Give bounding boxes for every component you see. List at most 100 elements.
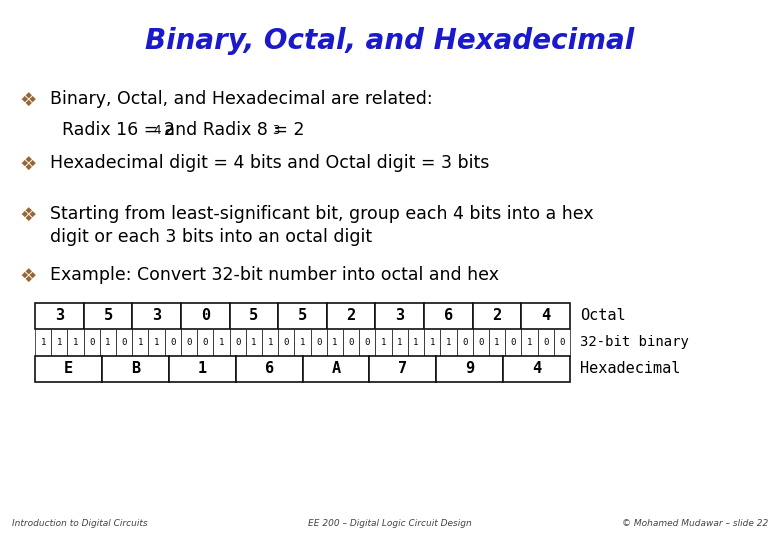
Text: B: B	[131, 361, 140, 376]
Bar	[35, 329, 51, 356]
Bar	[327, 329, 343, 356]
Text: 0: 0	[170, 338, 176, 347]
Text: 1: 1	[57, 338, 62, 347]
Text: Introduction to Digital Circuits: Introduction to Digital Circuits	[12, 519, 147, 528]
Bar	[456, 329, 473, 356]
Bar	[229, 329, 246, 356]
Text: 7: 7	[399, 361, 407, 376]
Text: 0: 0	[122, 338, 127, 347]
Text: 5: 5	[298, 308, 307, 323]
Text: Hexadecimal: Hexadecimal	[580, 361, 680, 376]
Text: 0: 0	[511, 338, 516, 347]
Text: ❖: ❖	[20, 155, 37, 174]
Text: 0: 0	[365, 338, 370, 347]
Bar	[554, 329, 570, 356]
Text: 4: 4	[541, 308, 550, 323]
Text: 1: 1	[413, 338, 419, 347]
Bar	[392, 329, 408, 356]
Text: 6: 6	[264, 361, 274, 376]
Text: 3: 3	[55, 308, 64, 323]
Text: 2: 2	[492, 308, 502, 323]
Text: A: A	[332, 361, 341, 376]
Text: 1: 1	[332, 338, 338, 347]
Bar	[278, 329, 294, 356]
Bar	[370, 356, 436, 382]
Text: 1: 1	[381, 338, 386, 347]
Text: 0: 0	[203, 338, 208, 347]
Text: ❖: ❖	[20, 91, 37, 110]
Text: 0: 0	[284, 338, 289, 347]
Text: 0: 0	[462, 338, 467, 347]
Bar	[229, 302, 278, 329]
Bar	[83, 329, 100, 356]
Text: Example: Convert 32-bit number into octal and hex: Example: Convert 32-bit number into octa…	[50, 266, 499, 284]
Text: 2: 2	[346, 308, 356, 323]
Bar	[35, 302, 83, 329]
Text: 0: 0	[349, 338, 354, 347]
Bar	[102, 356, 168, 382]
Bar	[343, 329, 360, 356]
Text: 32-bit binary: 32-bit binary	[580, 335, 689, 349]
Text: 1: 1	[154, 338, 159, 347]
Bar	[489, 329, 505, 356]
Bar	[116, 329, 133, 356]
Text: 1: 1	[138, 338, 143, 347]
Bar	[181, 329, 197, 356]
Text: 1: 1	[397, 338, 402, 347]
Bar	[51, 329, 67, 356]
Text: Starting from least-significant bit, group each 4 bits into a hex
digit or each : Starting from least-significant bit, gro…	[50, 205, 594, 246]
Text: 0: 0	[235, 338, 240, 347]
Bar	[424, 302, 473, 329]
Bar	[303, 356, 370, 382]
Text: 0: 0	[559, 338, 565, 347]
Text: 1: 1	[251, 338, 257, 347]
Text: EE 200 – Digital Logic Circuit Design: EE 200 – Digital Logic Circuit Design	[308, 519, 472, 528]
Bar	[236, 356, 303, 382]
Text: ❖: ❖	[20, 206, 37, 225]
Bar	[165, 329, 181, 356]
Text: 1: 1	[526, 338, 532, 347]
Text: 0: 0	[89, 338, 94, 347]
Bar	[375, 329, 392, 356]
Text: 3: 3	[152, 308, 161, 323]
Text: 4: 4	[532, 361, 541, 376]
Bar	[133, 302, 181, 329]
Bar	[360, 329, 375, 356]
Text: 6: 6	[444, 308, 453, 323]
Bar	[473, 329, 489, 356]
Text: 0: 0	[543, 338, 548, 347]
Bar	[521, 329, 537, 356]
Bar	[83, 302, 133, 329]
Bar	[503, 356, 570, 382]
Text: 3: 3	[395, 308, 404, 323]
Bar	[197, 329, 214, 356]
Bar	[473, 302, 521, 329]
Bar	[424, 329, 440, 356]
Text: Binary, Octal, and Hexadecimal: Binary, Octal, and Hexadecimal	[145, 26, 635, 55]
Text: 0: 0	[186, 338, 192, 347]
Text: 0: 0	[316, 338, 321, 347]
Text: 1: 1	[495, 338, 500, 347]
Text: 1: 1	[197, 361, 207, 376]
Text: 1: 1	[268, 338, 273, 347]
Text: 1: 1	[73, 338, 78, 347]
Bar	[133, 329, 148, 356]
Text: 1: 1	[218, 338, 224, 347]
Text: 0: 0	[478, 338, 484, 347]
Bar	[436, 356, 503, 382]
Bar	[278, 302, 327, 329]
Bar	[148, 329, 165, 356]
Text: ❖: ❖	[20, 267, 37, 286]
Bar	[440, 329, 456, 356]
Bar	[246, 329, 262, 356]
Bar	[294, 329, 310, 356]
Text: 1: 1	[430, 338, 435, 347]
Bar	[505, 329, 521, 356]
Text: Octal: Octal	[580, 308, 626, 323]
Bar	[67, 329, 83, 356]
Text: E: E	[64, 361, 73, 376]
Text: Radix 16 = 2: Radix 16 = 2	[62, 121, 175, 139]
Text: 4: 4	[153, 124, 161, 137]
Bar	[310, 329, 327, 356]
Text: 5: 5	[250, 308, 258, 323]
